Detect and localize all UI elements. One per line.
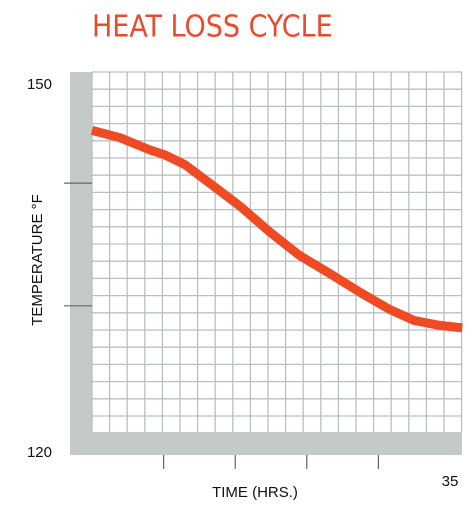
axis-band: [70, 432, 462, 455]
axis-band: [70, 72, 92, 455]
x-axis-label: TIME (HRS.): [212, 484, 298, 501]
x-tick-label: 35: [442, 473, 459, 490]
y-axis-label: TEMPERATURE °F: [29, 194, 46, 326]
chart-title: HEAT LOSS CYCLE: [92, 10, 333, 45]
y-tick-label: 120: [27, 444, 52, 461]
y-tick-label: 150: [27, 76, 52, 93]
line: [90, 126, 463, 333]
